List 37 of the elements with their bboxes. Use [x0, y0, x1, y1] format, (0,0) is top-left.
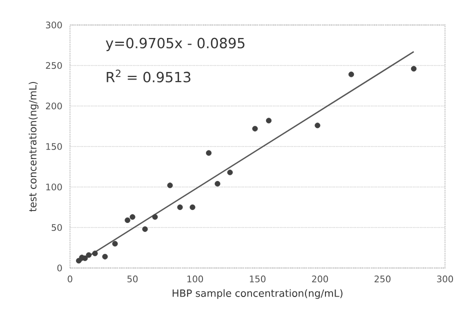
point	[124, 217, 130, 224]
y-axis-title: test concentration(ng/mL)	[28, 82, 38, 212]
point	[86, 252, 92, 258]
point	[130, 214, 136, 220]
annotation: y=0.9705x - 0.0895	[106, 38, 244, 52]
y-tick-label: 0	[57, 264, 62, 272]
point	[167, 182, 173, 188]
y-tick-label: 100	[46, 184, 62, 190]
point	[142, 226, 148, 232]
point	[348, 72, 354, 78]
point	[190, 204, 196, 210]
point	[206, 150, 212, 156]
x-tick-label: 100	[187, 276, 203, 282]
y-tick-label: 50	[52, 224, 62, 231]
x-tick-label: 0	[68, 276, 72, 282]
point	[92, 250, 98, 256]
y-tick-label: 250	[46, 62, 62, 69]
y-tick-label: 300	[46, 22, 62, 28]
point	[227, 170, 233, 176]
y-tick-label: 200	[46, 102, 62, 110]
x-tick-label: 150	[250, 276, 266, 282]
point	[112, 240, 118, 246]
x-tick-label: 200	[312, 276, 328, 282]
x-tick-label: 50	[127, 276, 138, 282]
x-tick-label: 250	[374, 276, 390, 282]
point	[177, 204, 183, 210]
annotation: R$^{2}$ = 0.9513	[106, 70, 190, 82]
point	[314, 122, 320, 128]
point	[102, 254, 108, 260]
point	[410, 66, 417, 72]
x-tick-label: 300	[437, 276, 453, 282]
point	[152, 214, 158, 220]
y-tick-label: 150	[46, 143, 62, 150]
point	[252, 126, 258, 132]
point	[266, 118, 272, 124]
point	[214, 180, 220, 187]
x-axis-title: HBP sample concentration(ng/mL)	[172, 289, 342, 299]
